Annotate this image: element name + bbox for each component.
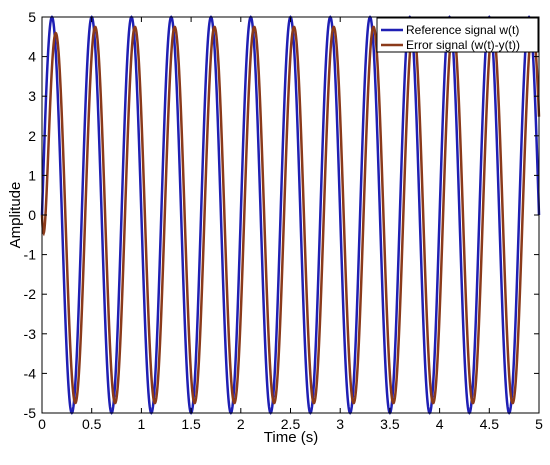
x-tick-label: 3 [336,416,344,432]
y-tick-label: 1 [28,167,36,183]
legend: Reference signal w(t) Error signal (w(t)… [376,17,539,53]
y-tick-label: -2 [24,286,37,302]
ticks-layer: 0 0.5 1 1.5 2 2.5 3 3.5 4 4.5 5 5 4 3 2 1 0 -1 -2 -3 -4 -5 [24,9,544,432]
x-tick-label: 2.5 [281,416,301,432]
y-tick-label: -1 [24,247,37,263]
y-tick-label: 5 [28,9,36,25]
y-tick-label: -5 [24,405,37,421]
x-tick-label: 1 [138,416,146,432]
x-tick-label: 5 [535,416,543,432]
legend-box [376,17,539,53]
x-tick-label: 0 [38,416,46,432]
y-tick-label: -4 [24,365,37,381]
x-tick-label: 4.5 [480,416,500,432]
x-tick-label: 2 [237,416,245,432]
y-tick-label: 0 [28,207,36,223]
y-axis-label: Amplitude [7,182,24,249]
legend-label-error: Error signal (w(t)-y(t)) [406,38,520,52]
legend-label-reference: Reference signal w(t) [406,23,519,37]
x-tick-label: 3.5 [380,416,400,432]
y-tick-label: 3 [28,88,36,104]
x-tick-label: 0.5 [82,416,102,432]
x-tick-label: 4 [436,416,444,432]
plot-area: 0 0.5 1 1.5 2 2.5 3 3.5 4 4.5 5 5 4 3 2 1 0 -1 -2 -3 -4 -5 [24,9,544,432]
x-axis-label: Time (s) [264,429,318,446]
y-tick-label: 2 [28,128,36,144]
x-tick-label: 1.5 [181,416,201,432]
y-tick-label: -3 [24,326,37,342]
y-tick-label: 4 [28,49,36,65]
